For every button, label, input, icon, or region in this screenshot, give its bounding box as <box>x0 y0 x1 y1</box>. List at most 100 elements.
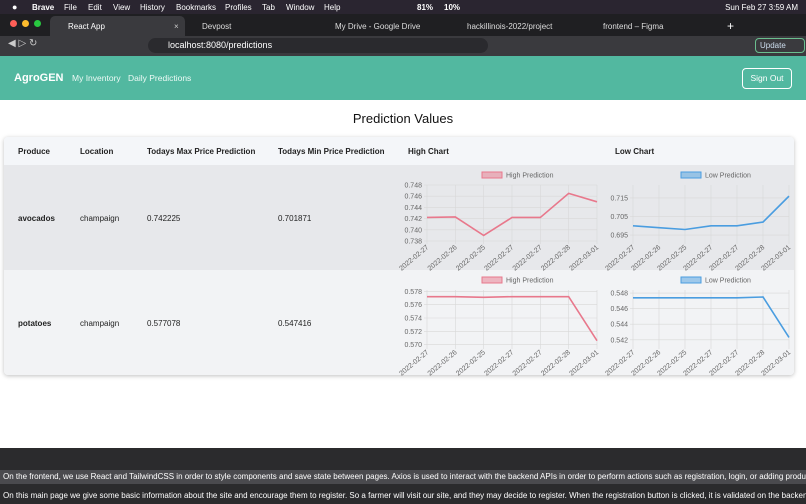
tab-bar <box>0 14 806 36</box>
x-tick-label: 2022-02-28 <box>540 244 572 272</box>
y-tick-label: 0.546 <box>610 306 628 313</box>
column-header: Location <box>80 147 114 156</box>
menu-item[interactable]: File <box>64 3 77 12</box>
maximize-window[interactable] <box>34 20 41 27</box>
url-field[interactable] <box>148 38 488 53</box>
y-tick-label: 0.548 <box>610 291 628 298</box>
max-price: 0.742225 <box>147 214 181 223</box>
legend-label: High Prediction <box>506 278 554 285</box>
tab-title[interactable]: Devpost <box>202 22 232 31</box>
x-tick-label: 2022-03-01 <box>568 349 600 377</box>
y-tick-label: 0.544 <box>610 322 628 329</box>
x-tick-label: 2022-02-27 <box>398 349 430 377</box>
nav-buttons[interactable]: ◀ ▷ ↻ <box>8 38 38 49</box>
sign-out-button[interactable]: Sign Out <box>742 68 792 89</box>
apple-icon[interactable]: ● <box>12 2 18 12</box>
y-tick-label: 0.746 <box>404 194 422 201</box>
menu-item[interactable]: Window <box>286 3 315 12</box>
table-row <box>4 270 794 375</box>
x-tick-label: 2022-02-25 <box>455 349 487 377</box>
data-line <box>633 296 790 338</box>
menu-bar <box>0 0 806 14</box>
data-line <box>426 192 598 237</box>
menu-item[interactable]: History <box>140 3 165 12</box>
tab-title[interactable]: hackillinois-2022/project <box>467 22 553 31</box>
tab-close[interactable]: × <box>174 22 179 31</box>
legend-swatch <box>680 171 702 179</box>
location: champaign <box>80 214 120 223</box>
menu-item[interactable]: Help <box>324 3 341 12</box>
menu-item[interactable]: Profiles <box>225 3 252 12</box>
data-line <box>427 295 598 342</box>
tab-title[interactable]: React App <box>68 22 105 31</box>
x-tick-label: 2022-02-26 <box>427 349 459 377</box>
x-tick-label: 2022-02-27 <box>483 349 515 377</box>
table-header <box>4 137 794 165</box>
location: champaign <box>80 319 120 328</box>
menu-item[interactable]: Tab <box>262 3 275 12</box>
menu-item[interactable]: View <box>113 3 131 12</box>
menu-item[interactable]: Edit <box>88 3 102 12</box>
x-tick-label: 2022-02-27 <box>483 244 515 272</box>
close-window[interactable] <box>10 20 17 27</box>
max-price: 0.577078 <box>147 319 181 328</box>
brand[interactable]: AgroGEN <box>14 72 64 84</box>
x-tick-label: 2022-02-28 <box>540 349 572 377</box>
clock: Sun Feb 27 3:59 AM <box>725 3 798 12</box>
legend-swatch <box>481 276 503 284</box>
legend-swatch <box>680 276 702 284</box>
column-header: Todays Min Price Prediction <box>278 147 385 156</box>
url[interactable]: localhost:8080/predictions <box>168 40 273 50</box>
x-tick-label: 2022-02-27 <box>398 244 430 272</box>
table <box>4 137 794 375</box>
text-highlight <box>0 470 806 484</box>
legend-label: High Prediction <box>506 173 554 180</box>
y-tick-label: 0.715 <box>610 195 628 202</box>
nav-link[interactable]: Daily Predictions <box>128 73 192 83</box>
menu-item[interactable]: Bookmarks <box>176 3 217 12</box>
new-tab[interactable]: + <box>727 19 735 33</box>
navbar <box>0 56 806 100</box>
table-row <box>4 165 794 270</box>
paragraph: On this main page we give some basic inf… <box>3 491 806 500</box>
y-tick-label: 0.744 <box>404 205 422 212</box>
y-tick-label: 0.695 <box>610 233 628 240</box>
y-tick-label: 0.542 <box>610 337 628 344</box>
tab-title[interactable]: frontend – Figma <box>603 22 664 31</box>
legend-label: Low Prediction <box>705 173 751 180</box>
y-tick-label: 0.705 <box>610 214 628 221</box>
page-title: Prediction Values <box>352 111 454 126</box>
minimize-window[interactable] <box>22 20 29 27</box>
legend-label: Low Prediction <box>705 278 751 285</box>
y-tick-label: 0.572 <box>404 329 422 336</box>
y-tick-label: 0.576 <box>404 302 422 309</box>
active-tab[interactable] <box>50 16 185 36</box>
update-button[interactable]: Update <box>755 38 805 53</box>
produce: potatoes <box>18 319 52 328</box>
cpu-stat: 10% <box>444 3 461 12</box>
min-price: 0.701871 <box>278 214 312 223</box>
tab-title[interactable]: My Drive - Google Drive <box>335 22 421 31</box>
y-tick-label: 0.570 <box>404 342 422 349</box>
x-tick-label: 2022-03-01 <box>568 244 600 272</box>
produce: avocados <box>18 214 55 223</box>
battery-stat: 81% <box>417 3 434 12</box>
data-line <box>632 195 790 231</box>
x-tick-label: 2022-02-27 <box>512 244 544 272</box>
y-tick-label: 0.574 <box>404 316 422 323</box>
y-tick-label: 0.742 <box>404 216 422 223</box>
x-tick-label: 2022-02-26 <box>427 244 459 272</box>
x-tick-label: 2022-02-25 <box>455 244 487 272</box>
column-header: Low Chart <box>615 147 655 156</box>
column-header: Produce <box>18 147 51 156</box>
y-tick-label: 0.578 <box>404 289 422 296</box>
nav-link[interactable]: My Inventory <box>72 73 121 83</box>
column-header: High Chart <box>408 147 449 156</box>
column-header: Todays Max Price Prediction <box>147 147 256 156</box>
min-price: 0.547416 <box>278 319 312 328</box>
y-tick-label: 0.738 <box>404 239 422 246</box>
app-name[interactable]: Brave <box>32 3 55 12</box>
y-tick-label: 0.748 <box>404 183 422 190</box>
